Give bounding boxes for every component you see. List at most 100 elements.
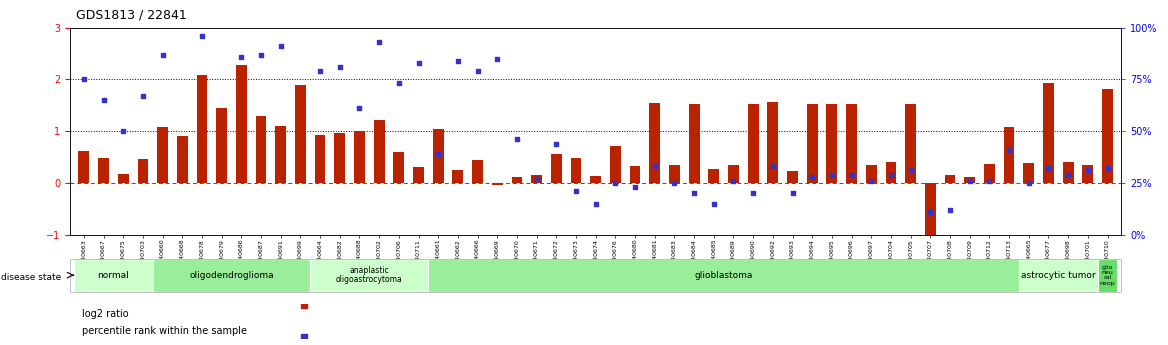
Point	[902, 168, 920, 173]
Bar	[1063, 162, 1073, 183]
Text: astrocytic tumor: astrocytic tumor	[1021, 270, 1096, 280]
Bar	[1043, 83, 1054, 183]
Bar	[689, 104, 700, 183]
Point	[508, 137, 527, 142]
Bar	[413, 167, 424, 183]
Point	[350, 106, 369, 111]
Point	[960, 178, 979, 184]
Bar	[158, 127, 168, 183]
Point	[409, 60, 427, 66]
Bar	[236, 65, 246, 183]
Point	[724, 178, 743, 184]
Bar	[669, 165, 680, 183]
Bar	[472, 159, 484, 183]
Point	[586, 201, 605, 206]
Bar	[512, 177, 522, 183]
Point	[133, 93, 152, 99]
Point	[95, 97, 113, 103]
Text: disease state: disease state	[1, 273, 62, 282]
Point	[370, 39, 389, 45]
Text: anaplastic
oligoastrocytoma: anaplastic oligoastrocytoma	[336, 266, 403, 285]
Point	[646, 164, 665, 169]
Point	[822, 172, 841, 177]
Point	[744, 190, 763, 196]
Bar	[492, 183, 502, 186]
Point	[922, 209, 940, 215]
Bar	[767, 102, 778, 183]
Point	[311, 68, 329, 74]
Point	[114, 128, 133, 134]
Bar	[296, 85, 306, 183]
Bar	[965, 177, 975, 183]
Bar	[787, 171, 798, 183]
Point	[802, 174, 821, 179]
Point	[331, 64, 349, 70]
Bar	[394, 152, 404, 183]
Bar	[118, 174, 128, 183]
Bar	[452, 170, 464, 183]
Point	[449, 58, 467, 63]
Point	[842, 172, 861, 177]
Bar	[531, 175, 542, 183]
Bar	[708, 169, 719, 183]
Point	[389, 81, 408, 86]
Bar	[1103, 89, 1113, 183]
Text: GDS1813 / 22841: GDS1813 / 22841	[76, 9, 187, 22]
Point	[1078, 168, 1097, 173]
Bar	[846, 104, 857, 183]
Text: oligodendroglioma: oligodendroglioma	[189, 270, 273, 280]
Point	[193, 33, 211, 39]
Bar	[138, 159, 148, 183]
Text: percentile rank within the sample: percentile rank within the sample	[82, 326, 246, 336]
Point	[294, 303, 313, 308]
Point	[527, 176, 545, 181]
Bar	[354, 131, 364, 183]
Text: normal: normal	[97, 270, 130, 280]
Bar	[276, 126, 286, 183]
Point	[626, 184, 645, 190]
Bar	[551, 155, 562, 183]
Bar	[314, 135, 326, 183]
Bar	[311, 259, 429, 292]
Point	[1058, 172, 1077, 177]
Bar	[590, 176, 602, 183]
Bar	[1003, 127, 1015, 183]
Point	[940, 207, 959, 213]
Text: glioblastoma: glioblastoma	[695, 270, 753, 280]
Bar	[1098, 259, 1118, 292]
Point	[153, 52, 172, 57]
Point	[1098, 166, 1117, 171]
Point	[232, 54, 251, 59]
Bar	[885, 162, 896, 183]
Point	[291, 17, 310, 22]
Point	[429, 151, 447, 157]
Point	[784, 190, 802, 196]
Bar	[571, 158, 582, 183]
Point	[1040, 166, 1058, 171]
Bar	[748, 104, 758, 183]
Point	[271, 43, 290, 49]
Point	[684, 190, 703, 196]
Text: glio
neu
ral
neop: glio neu ral neop	[1099, 265, 1115, 286]
Text: log2 ratio: log2 ratio	[82, 309, 128, 319]
Point	[488, 56, 507, 61]
Bar	[433, 128, 444, 183]
Bar	[649, 103, 660, 183]
Bar	[905, 104, 916, 183]
Bar	[1083, 165, 1093, 183]
Point	[764, 164, 783, 169]
Point	[862, 178, 881, 184]
Bar	[1023, 162, 1034, 183]
Point	[1000, 147, 1018, 152]
Bar	[256, 116, 266, 183]
Bar	[374, 120, 384, 183]
Bar	[98, 158, 109, 183]
Point	[213, 12, 231, 18]
Point	[1020, 180, 1038, 186]
Point	[75, 77, 93, 82]
Bar	[728, 165, 739, 183]
Point	[882, 172, 901, 177]
Bar	[807, 104, 818, 183]
Point	[547, 141, 565, 146]
Point	[173, 17, 192, 22]
